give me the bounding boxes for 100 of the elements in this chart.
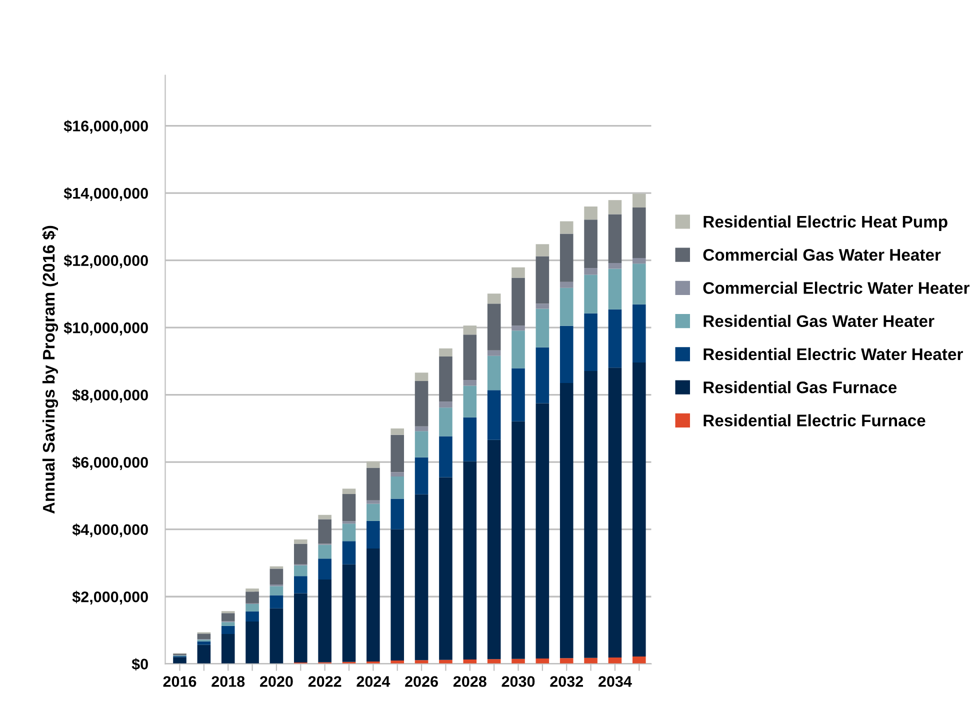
legend-label: Residential Electric Heat Pump: [704, 215, 948, 231]
x-tick-label: 2022: [308, 676, 342, 687]
bar: [632, 194, 646, 208]
bar: [414, 372, 428, 382]
bar: [536, 308, 550, 348]
bar: [632, 264, 646, 304]
bar: [318, 544, 332, 559]
bar: [342, 524, 356, 542]
x-tick-label: 2016: [163, 676, 196, 687]
bar: [294, 539, 308, 544]
bar: [584, 370, 598, 658]
bar: [197, 644, 211, 664]
bar: [342, 488, 356, 494]
legend-label: Residential Gas Furnace: [704, 381, 897, 394]
bar: [536, 347, 550, 404]
bar: [342, 494, 356, 522]
bar: [487, 390, 501, 440]
x-tick-label: 2034: [598, 676, 632, 687]
bar: [221, 626, 235, 634]
bar: [246, 604, 259, 612]
x-tick-label: 2024: [356, 676, 390, 687]
y-tick-label: $2,000,000: [72, 590, 148, 605]
bar: [560, 234, 574, 282]
bar: [294, 576, 308, 594]
y-tick-label: $14,000,000: [64, 187, 148, 201]
bar: [221, 613, 235, 622]
bar: [246, 592, 259, 604]
x-tick-label: 2028: [453, 676, 486, 687]
bar: [584, 313, 598, 371]
bar: [608, 262, 622, 269]
bar: [414, 457, 428, 494]
bar: [390, 476, 404, 499]
bar: [512, 326, 525, 331]
bar: [318, 558, 332, 580]
bar: [366, 461, 380, 468]
legend-label: Residential Electric Furnace: [704, 414, 926, 426]
bar: [584, 274, 598, 314]
bar: [294, 544, 308, 564]
bar: [366, 504, 380, 521]
bar: [221, 622, 235, 626]
y-tick-label: $0: [132, 658, 148, 671]
bar: [632, 656, 646, 664]
bar: [414, 381, 428, 426]
bar: [463, 660, 477, 664]
bar: [366, 520, 380, 549]
bar: [560, 383, 574, 658]
bar: [632, 304, 646, 363]
bar: [560, 658, 574, 664]
bar: [390, 472, 404, 477]
bar: [318, 514, 332, 520]
bar: [512, 278, 525, 326]
x-tick-label: 2032: [550, 676, 583, 687]
bar: [487, 294, 501, 304]
bar: [463, 380, 477, 386]
bar: [487, 659, 501, 664]
bar: [608, 268, 622, 310]
y-tick-label: $12,000,000: [64, 254, 148, 268]
bar: [366, 468, 380, 500]
x-tick-label: 2026: [405, 676, 438, 687]
bar: [270, 595, 284, 608]
bar: [390, 428, 404, 435]
bar: [439, 356, 452, 402]
bar: [414, 494, 428, 660]
bar: [632, 362, 646, 656]
bar: [414, 660, 428, 664]
bar: [366, 500, 380, 504]
bar: [560, 288, 574, 326]
bar: [560, 326, 574, 384]
bar: [463, 334, 477, 380]
bar: [246, 588, 259, 592]
y-tick-label: $10,000,000: [64, 322, 148, 336]
y-axis-title: Annual Savings by Program (2016 $): [42, 226, 58, 514]
bar: [536, 244, 550, 256]
bar: [560, 221, 574, 234]
x-tick-label: 2030: [502, 676, 535, 687]
bar: [439, 402, 452, 408]
bar: [390, 660, 404, 664]
bar: [439, 348, 452, 356]
bar: [390, 498, 404, 530]
bar: [584, 268, 598, 275]
bar: [294, 593, 308, 663]
bar: [512, 330, 525, 368]
bar: [536, 304, 550, 309]
bar: [439, 436, 452, 478]
bar: [608, 657, 622, 664]
bar: [390, 529, 404, 661]
bar: [463, 386, 477, 418]
y-tick-label: $16,000,000: [64, 120, 148, 134]
bar: [632, 258, 646, 264]
bar: [560, 282, 574, 288]
bar: [342, 564, 356, 662]
bar: [584, 206, 598, 220]
y-tick-label: $6,000,000: [72, 456, 148, 470]
bar: [487, 304, 501, 350]
bar: [632, 208, 646, 258]
legend-label: Commercial Electric Water Heater: [703, 282, 970, 294]
bar: [318, 579, 332, 662]
bar: [294, 565, 308, 576]
bar: [270, 586, 284, 596]
bar: [342, 541, 356, 564]
